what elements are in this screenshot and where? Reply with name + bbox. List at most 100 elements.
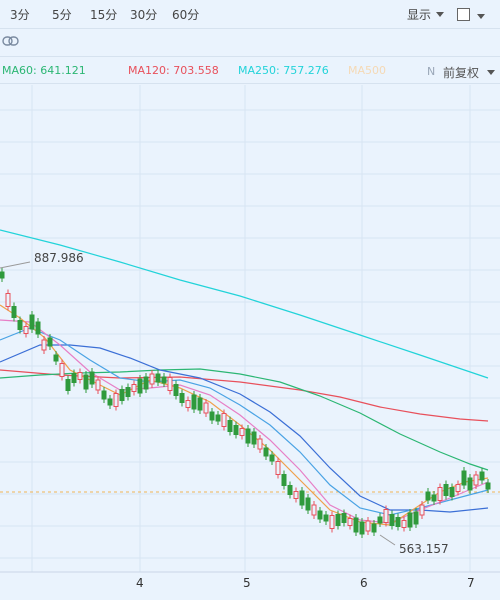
low-price-label: 563.157 — [399, 542, 449, 556]
candle-body — [23, 326, 29, 334]
candle-body — [137, 378, 143, 394]
candle-body — [419, 504, 425, 516]
candle-body — [389, 514, 395, 526]
candle-body — [113, 393, 119, 407]
ma-legend: MA60: 641.121 MA120: 703.558 MA250: 757.… — [0, 62, 500, 80]
candle-body — [233, 425, 239, 435]
candle-body — [215, 414, 221, 422]
candle-body — [329, 515, 335, 529]
period-3min-tab[interactable]: 3分 — [10, 8, 30, 22]
high-pointer — [0, 261, 31, 269]
candle-body — [359, 521, 365, 535]
period-toolbar: 3分 5分 15分 30分 60分 显示 — [0, 0, 500, 30]
candle-body — [461, 470, 467, 486]
candle-body — [281, 474, 287, 486]
candle-body — [431, 494, 437, 502]
ma30-line — [0, 344, 489, 513]
ma60-line — [0, 368, 489, 471]
ma60-label: MA60: 641.121 — [2, 64, 86, 77]
candle-body — [401, 520, 407, 528]
candle-body — [41, 339, 47, 351]
candle-body — [209, 411, 215, 421]
candle-body — [59, 363, 65, 377]
candlesticks — [0, 268, 491, 538]
candle-body — [437, 487, 443, 501]
ma120-line — [0, 369, 489, 422]
candle-body — [257, 438, 263, 450]
candle-body — [323, 514, 329, 522]
candle-body — [413, 511, 419, 525]
candle-body — [245, 428, 251, 444]
candle-body — [143, 376, 149, 390]
ma120-label: MA120: 703.558 — [128, 64, 219, 77]
chevron-down-icon — [436, 12, 444, 17]
candle-body — [119, 389, 125, 401]
period-5min-tab[interactable]: 5分 — [52, 8, 72, 22]
candle-body — [71, 373, 77, 383]
candle-body — [35, 321, 41, 335]
candle-body — [11, 306, 17, 318]
x-label-7: 7 — [467, 576, 475, 590]
candle-body — [305, 497, 311, 511]
candle-body — [377, 516, 383, 524]
candle-body — [197, 397, 203, 411]
period-15min-tab[interactable]: 15分 — [90, 8, 118, 22]
candle-body — [395, 517, 401, 527]
candle-body — [263, 447, 269, 457]
period-30min-tab[interactable]: 30分 — [130, 8, 158, 22]
low-pointer — [379, 534, 396, 546]
candle-body — [149, 373, 155, 385]
candle-body — [275, 461, 281, 475]
candle-body — [317, 510, 323, 520]
candle-body — [131, 384, 137, 392]
candle-body — [311, 504, 317, 516]
candle-body — [443, 484, 449, 496]
chevron-down-icon[interactable] — [477, 14, 485, 19]
chevron-down-icon[interactable] — [487, 70, 495, 75]
candle-body — [65, 379, 71, 391]
ma250-label: MA250: 757.276 — [238, 64, 329, 77]
candle-body — [335, 514, 341, 526]
candle-body — [47, 337, 53, 347]
candle-body — [53, 354, 59, 362]
candle-body — [179, 393, 185, 403]
x-label-4: 4 — [136, 576, 144, 590]
candle-body — [191, 394, 197, 410]
candle-body — [383, 509, 389, 523]
candle-body — [77, 372, 83, 380]
display-dropdown[interactable]: 显示 — [407, 6, 444, 23]
x-label-6: 6 — [360, 576, 368, 590]
ma500-label: MA500 — [348, 64, 387, 77]
candle-body — [239, 428, 245, 436]
divider — [0, 83, 500, 84]
candle-body — [173, 384, 179, 396]
candle-body — [479, 471, 485, 481]
n-mark: N — [427, 65, 436, 78]
candle-body — [161, 376, 167, 384]
ma250-line — [0, 229, 489, 379]
ma20-line — [0, 327, 489, 516]
candle-body — [0, 271, 5, 279]
candle-body — [467, 477, 473, 491]
x-label-5: 5 — [243, 576, 251, 590]
candle-body — [167, 377, 173, 391]
candle-body — [473, 474, 479, 486]
candle-body — [293, 491, 299, 499]
candle-body — [455, 484, 461, 492]
link-icon[interactable] — [2, 34, 22, 48]
candle-body — [95, 379, 101, 391]
candle-body — [365, 520, 371, 532]
ma10-line — [0, 319, 489, 524]
adjust-dropdown[interactable]: 前复权 — [443, 66, 480, 80]
candle-body — [107, 398, 113, 406]
candle-body — [425, 491, 431, 501]
candle-body — [371, 523, 377, 533]
candle-body — [227, 420, 233, 432]
candle-body — [299, 490, 305, 506]
period-60min-tab[interactable]: 60分 — [172, 8, 200, 22]
candle-body — [155, 373, 161, 383]
candle-body — [5, 293, 11, 307]
fullscreen-icon[interactable] — [457, 8, 470, 21]
chart-grid — [0, 85, 500, 572]
